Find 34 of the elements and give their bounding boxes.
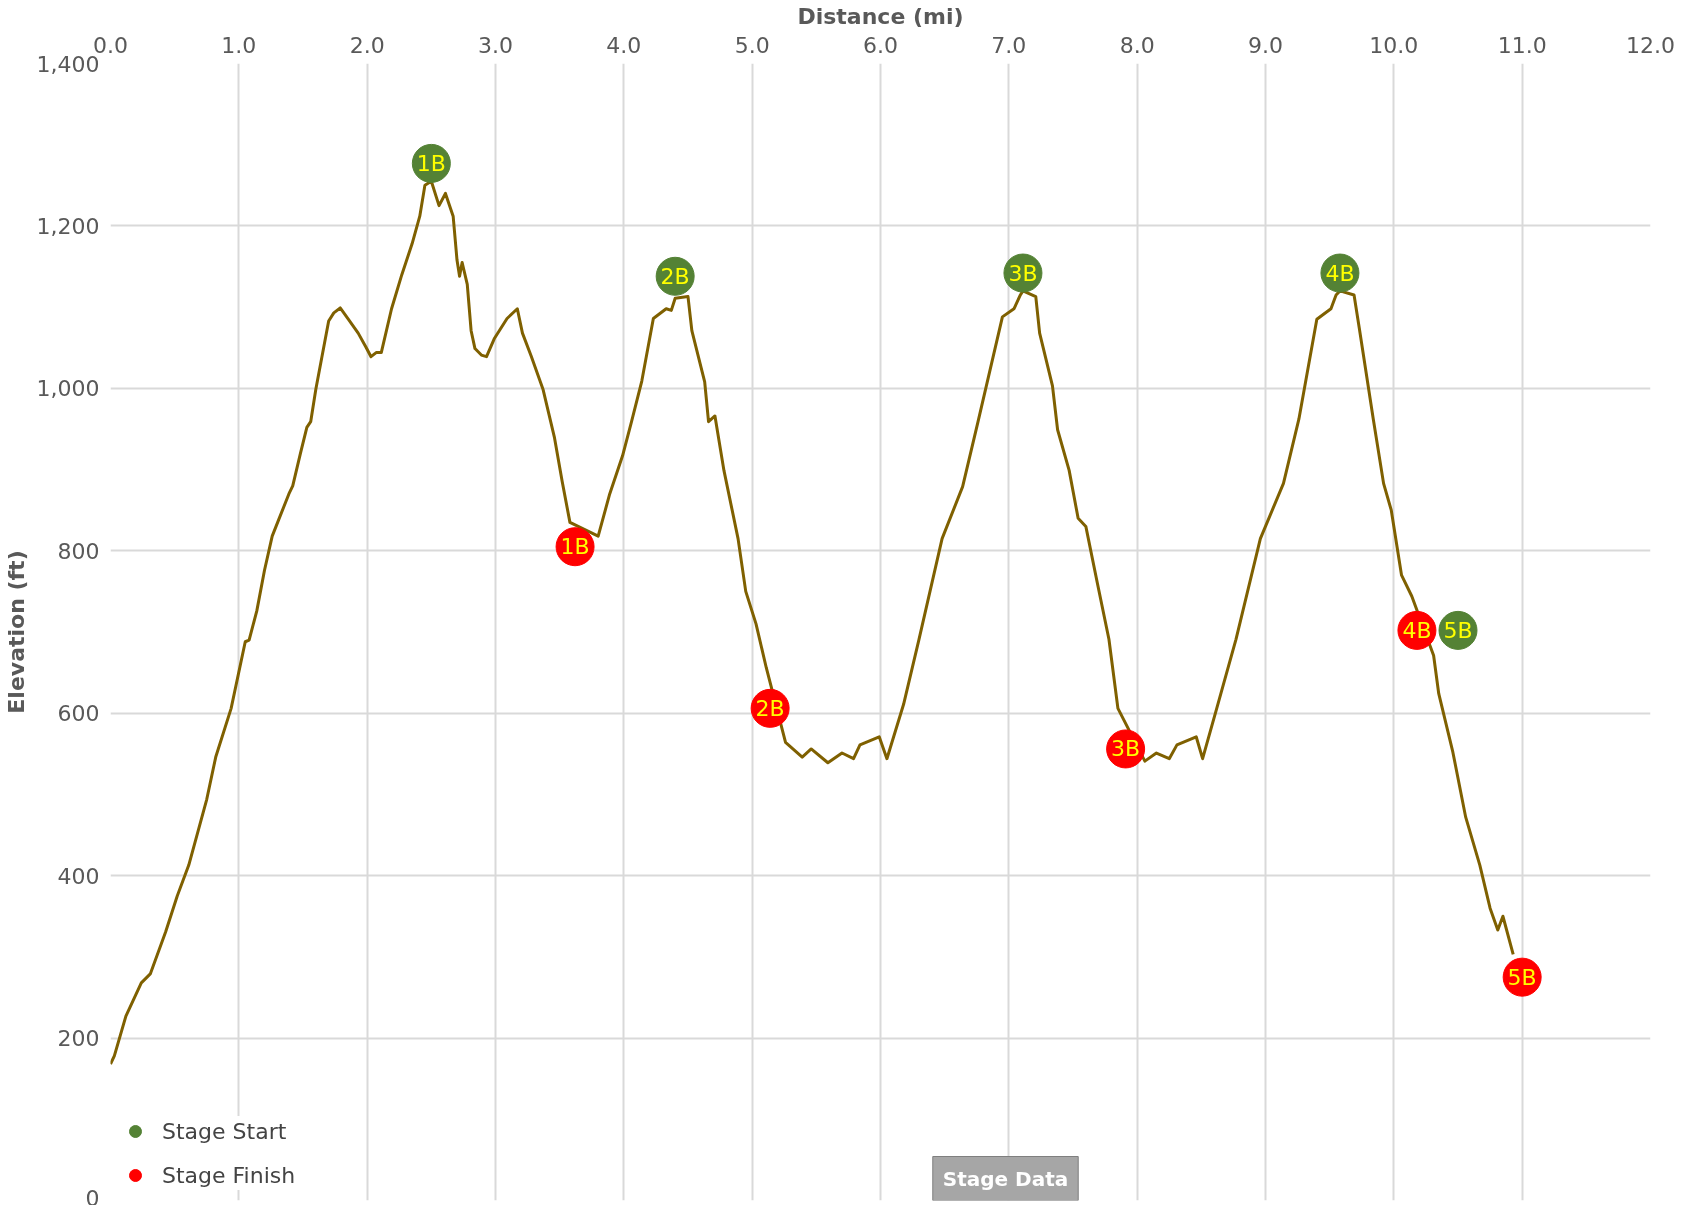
x-tick-label: 5.0 <box>734 32 770 58</box>
x-tick-label: 9.0 <box>1248 32 1284 58</box>
x-tick-label: 7.0 <box>991 32 1027 58</box>
annotation: 4B <box>1402 617 1432 643</box>
x-tick-label: 3.0 <box>478 32 514 58</box>
x-axis-title: Distance (mi) <box>797 3 964 29</box>
legend-label: Stage Start <box>162 1118 287 1144</box>
x-tick-label: 8.0 <box>1119 32 1155 58</box>
x-tick-label: 1.0 <box>221 32 257 58</box>
y-tick-label: 1,200 <box>36 213 100 239</box>
annotation: 3B <box>1111 736 1141 762</box>
annotation: 3B <box>1008 260 1038 286</box>
annotation: Stage Data <box>942 1166 1069 1191</box>
x-tick-label: 11.0 <box>1497 32 1547 58</box>
y-tick-label: 1,000 <box>36 376 100 402</box>
x-tick-label: 12.0 <box>1626 32 1675 58</box>
x-tick-label: 10.0 <box>1369 32 1419 58</box>
annotation: 4B <box>1325 260 1355 286</box>
y-tick-label: 600 <box>57 701 100 727</box>
x-tick-label: 6.0 <box>863 32 899 58</box>
x-tick-label: 4.0 <box>606 32 642 58</box>
y-tick-label: 400 <box>57 863 100 889</box>
y-tick-label: 0 <box>85 1185 100 1211</box>
annotation: 5B <box>1507 964 1537 990</box>
annotation: 2B <box>755 695 785 721</box>
y-tick-label: 800 <box>57 538 100 564</box>
annotation: 5B <box>1443 617 1473 643</box>
y-axis-title: Elevation (ft) <box>3 550 29 714</box>
legend-label: Stage Finish <box>162 1162 296 1188</box>
y-tick-label: 200 <box>57 1026 100 1052</box>
annotation: 1B <box>560 534 590 560</box>
x-tick-label: 2.0 <box>349 32 385 58</box>
annotation: 2B <box>660 263 690 289</box>
annotation: 1B <box>416 150 446 176</box>
